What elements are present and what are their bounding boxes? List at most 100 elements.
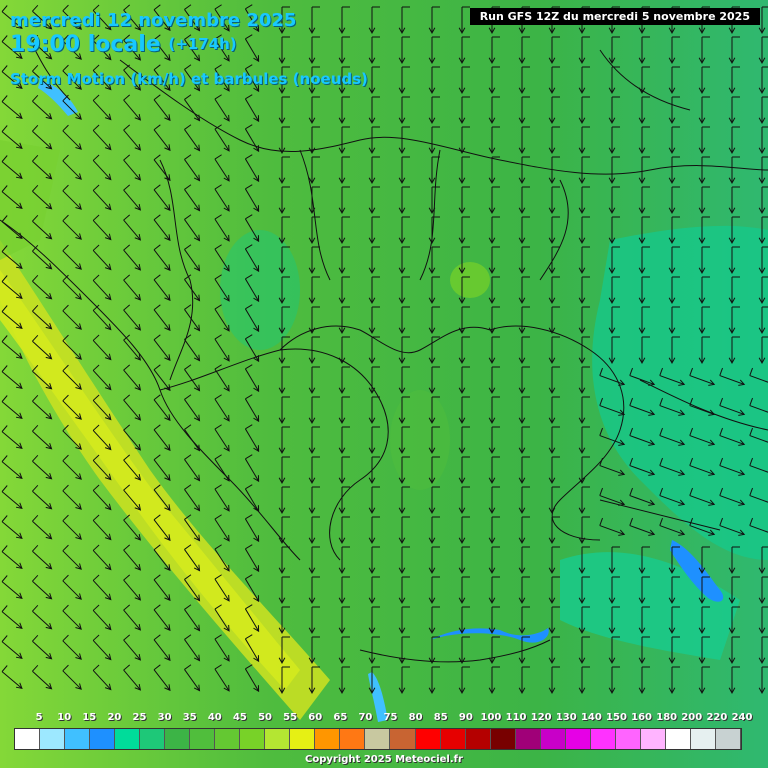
wind-barb	[668, 246, 680, 275]
wind-barb	[488, 66, 500, 95]
wind-barb	[338, 186, 350, 215]
wind-barb	[184, 274, 201, 302]
wind-barb	[398, 546, 410, 575]
wind-barb	[608, 636, 620, 665]
wind-barb	[548, 306, 560, 335]
wind-barb	[698, 276, 710, 305]
green-patch-2	[390, 390, 450, 490]
wind-barb	[32, 274, 53, 300]
wind-barb	[184, 364, 201, 392]
wind-barb	[244, 154, 260, 183]
wind-barb	[62, 514, 82, 540]
wind-barb	[123, 34, 142, 61]
wind-barb	[184, 124, 201, 152]
wind-barb	[278, 396, 290, 425]
wind-barb	[308, 606, 320, 635]
wind-barb	[758, 246, 768, 275]
wind-barb	[668, 636, 680, 665]
wind-barb	[668, 576, 680, 605]
wind-barb	[398, 66, 410, 95]
wind-barb	[308, 66, 320, 95]
wind-barb	[599, 457, 626, 476]
wind-barb	[698, 336, 710, 365]
wind-barb	[244, 274, 260, 303]
wind-barb	[428, 546, 440, 575]
legend-label: 20	[107, 712, 122, 723]
wind-barb	[719, 487, 746, 506]
wind-barb	[244, 244, 260, 273]
legend-label: 55	[283, 712, 298, 723]
wind-barb	[1, 35, 23, 60]
wind-barb	[659, 517, 686, 536]
legend-label: 90	[458, 712, 473, 723]
legend-label: 50	[258, 712, 272, 723]
wind-barb	[368, 336, 380, 365]
wind-barb	[92, 604, 112, 631]
wind-barb	[458, 36, 470, 65]
wind-barb	[518, 426, 530, 455]
wind-barb	[308, 216, 320, 245]
wind-barb	[758, 546, 768, 575]
wind-barb	[214, 94, 230, 122]
wind-barb	[749, 457, 768, 473]
wind-barb	[398, 486, 410, 515]
wind-barb	[599, 487, 626, 506]
wind-barb	[32, 364, 53, 390]
wind-barb	[458, 66, 470, 95]
wind-barb	[338, 276, 350, 305]
wind-barb	[338, 486, 350, 515]
wind-barb	[458, 306, 470, 335]
wind-barb	[62, 244, 82, 270]
wind-barb	[548, 156, 560, 185]
wind-barb	[62, 154, 82, 180]
model-run-label: Run GFS 12Z du mercredi 5 novembre 2025	[469, 8, 760, 25]
wind-barb	[92, 34, 112, 61]
wind-barb	[214, 394, 230, 422]
legend-label: 35	[182, 712, 197, 723]
wind-barb	[123, 634, 142, 661]
wind-barb	[278, 216, 290, 245]
wind-barb	[308, 276, 320, 305]
wind-barb	[638, 546, 650, 575]
wind-barb	[638, 126, 650, 155]
wind-barb	[638, 246, 650, 275]
wind-barb	[428, 186, 440, 215]
legend-swatch	[265, 729, 291, 749]
wind-barb	[1, 425, 23, 450]
wind-barb	[728, 336, 740, 365]
wind-barb	[1, 575, 23, 600]
wind-barb	[629, 397, 656, 416]
wind-barb	[719, 427, 746, 446]
wind-barb	[548, 36, 560, 65]
wind-barb	[308, 156, 320, 185]
wind-barb	[428, 126, 440, 155]
wind-barb	[689, 457, 716, 476]
wind-barb	[518, 396, 530, 425]
wind-barb	[92, 364, 112, 391]
wind-barb	[488, 576, 500, 605]
wind-barb	[608, 126, 620, 155]
wind-barb	[668, 276, 680, 305]
wind-barb	[698, 606, 710, 635]
map-subtitle: Storm Motion (km/h) et barbules (noeuds)	[10, 70, 368, 88]
legend-swatch	[65, 729, 91, 749]
wind-barb	[308, 126, 320, 155]
wind-barb	[338, 516, 350, 545]
wind-barb	[338, 366, 350, 395]
wind-barb	[668, 126, 680, 155]
legend-swatch	[440, 729, 466, 749]
wind-barb	[638, 336, 650, 365]
wind-barb	[62, 454, 82, 480]
wind-barb	[728, 576, 740, 605]
wind-barb	[123, 304, 142, 331]
wind-barb	[608, 606, 620, 635]
wind-barb	[608, 576, 620, 605]
wind-barb	[428, 156, 440, 185]
color-legend: 5 10 15 20 25 30 35 40 45 50 55 60 65 70 75 80 85 90 100 11…	[14, 712, 752, 750]
wind-barb	[638, 216, 650, 245]
wind-barb	[184, 484, 201, 512]
wind-barb	[338, 156, 350, 185]
wind-barb	[32, 154, 53, 180]
legend-swatch	[715, 729, 741, 749]
wind-barb	[608, 36, 620, 65]
